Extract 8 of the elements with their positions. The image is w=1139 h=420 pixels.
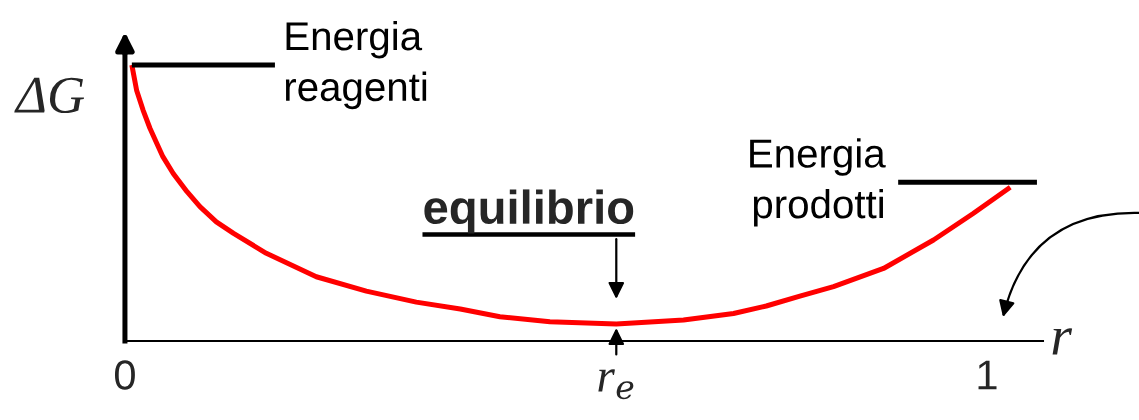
x-tick-label: 0 — [114, 360, 135, 390]
x-axis-title: r — [1052, 328, 1073, 355]
series-label: Energia reagenti — [285, 20, 427, 110]
x-tick-label: 1 — [978, 360, 997, 390]
x-tick-label: r$_{e}$ — [598, 369, 634, 400]
y-axis-title: ΔG — [14, 77, 84, 114]
annotation: equilibrio — [424, 189, 634, 234]
series-label: Energia prodotti — [750, 138, 886, 227]
